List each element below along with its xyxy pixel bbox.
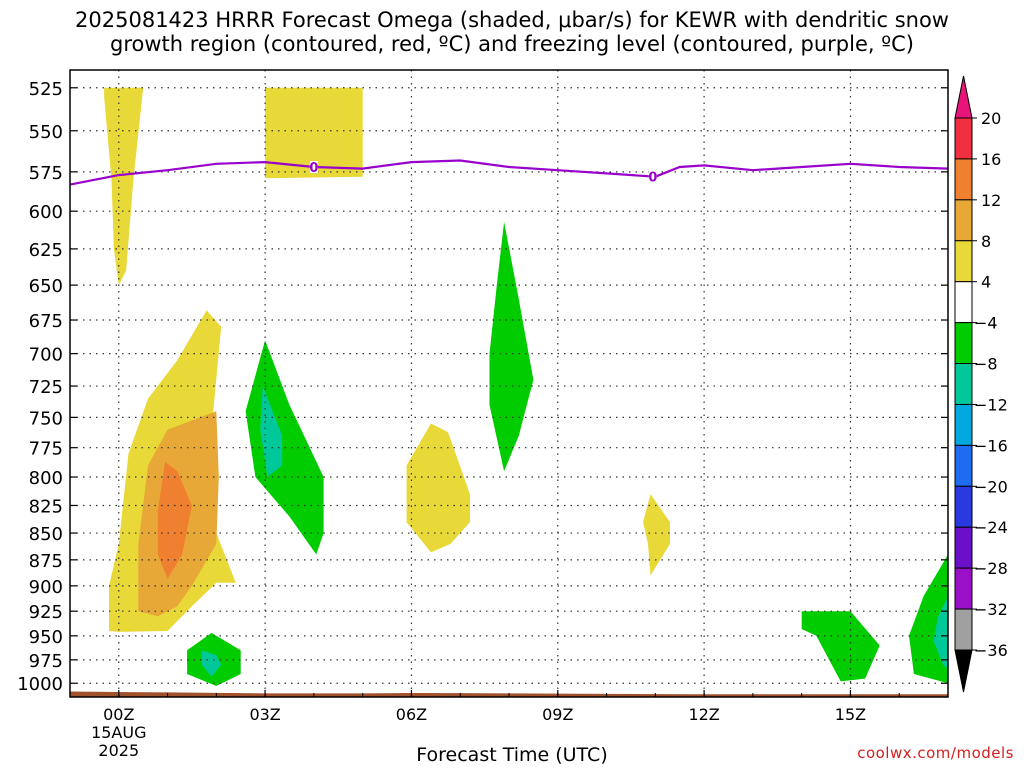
colorbar-swatch-2: [954, 199, 973, 242]
colorbar-label-4: 4: [981, 273, 991, 292]
y-tick-label-575: 575: [29, 163, 63, 184]
y-tick-label-1000: 1000: [17, 674, 63, 695]
colorbar-label-9: −20: [974, 477, 1008, 496]
colorbar-swatch-0: [954, 117, 973, 160]
colorbar-under-arrow: [954, 649, 973, 693]
colorbar-label-11: −28: [974, 559, 1008, 578]
y-tick-label-600: 600: [29, 202, 63, 223]
colorbar-swatch-12: [954, 608, 973, 651]
credit-link[interactable]: coolwx.com/models: [857, 744, 1014, 762]
x-axis-title: Forecast Time (UTC): [416, 744, 608, 766]
colorbar-swatch-11: [954, 567, 973, 610]
freezing-level-label-0: 0: [309, 161, 318, 176]
colorbar-label-8: −16: [974, 436, 1008, 455]
y-tick-label-750: 750: [29, 408, 63, 429]
colorbar-label-12: −32: [974, 600, 1008, 619]
colorbar-label-3: 8: [981, 232, 991, 251]
y-tick-label-925: 925: [29, 602, 63, 623]
x-tick-sublabel-1: 2025: [98, 741, 139, 760]
colorbar-label-6: −8: [974, 355, 998, 374]
colorbar-swatch-10: [954, 526, 973, 569]
colorbar-swatch-6: [954, 363, 973, 405]
y-tick-label-975: 975: [29, 651, 63, 672]
colorbar-label-5: −4: [974, 314, 998, 333]
colorbar-label-2: 12: [981, 191, 1001, 210]
colorbar-label-1: 16: [981, 150, 1001, 169]
y-tick-label-525: 525: [29, 79, 63, 100]
freezing-level-label-1: 0: [648, 171, 657, 186]
y-tick-label-875: 875: [29, 551, 63, 572]
y-tick-label-650: 650: [29, 276, 63, 297]
colorbar-swatch-8: [954, 444, 973, 487]
y-tick-label-850: 850: [29, 524, 63, 545]
omega-region-4: [157, 461, 192, 579]
x-tick-label-06Z: 06Z: [396, 705, 427, 724]
y-tick-label-725: 725: [29, 377, 63, 398]
colorbar-swatch-9: [954, 485, 973, 528]
colorbar-swatch-7: [954, 403, 973, 446]
y-tick-label-550: 550: [29, 122, 63, 143]
y-tick-label-825: 825: [29, 496, 63, 517]
omega-region-14: [933, 596, 948, 670]
y-tick-label-700: 700: [29, 345, 63, 366]
colorbar-label-13: −36: [974, 641, 1008, 660]
omega-region-5: [406, 423, 470, 553]
colorbar-swatch-5: [954, 322, 973, 365]
colorbar-label-0: 20: [981, 109, 1001, 128]
freezing-level-line: [70, 159, 948, 186]
y-tick-label-675: 675: [29, 311, 63, 332]
y-tick-label-775: 775: [29, 439, 63, 460]
colorbar-swatch-4: [954, 281, 973, 324]
x-tick-label-15Z: 15Z: [835, 705, 866, 724]
chart-title-line-1: 2025081423 HRRR Forecast Omega (shaded, …: [75, 8, 949, 32]
colorbar-label-10: −24: [974, 518, 1008, 537]
chart-title-line-2: growth region (contoured, red, ºC) and f…: [110, 32, 914, 56]
x-tick-label-09Z: 09Z: [542, 705, 573, 724]
colorbar-swatch-3: [954, 240, 973, 283]
plot-area: 00: [70, 70, 948, 697]
x-tick-label-03Z: 03Z: [249, 705, 280, 724]
omega-region-11: [201, 650, 222, 677]
colorbar-over-arrow: [954, 75, 973, 119]
colorbar-swatch-1: [954, 158, 973, 201]
omega-region-1: [265, 87, 363, 179]
y-tick-label-900: 900: [29, 577, 63, 598]
omega-region-12: [801, 611, 880, 682]
x-tick-sublabel-0: 15AUG: [91, 723, 146, 742]
omega-region-9: [489, 221, 534, 472]
colorbar-label-7: −12: [974, 395, 1008, 414]
y-tick-label-800: 800: [29, 468, 63, 489]
y-tick-label-625: 625: [29, 240, 63, 261]
y-tick-label-950: 950: [29, 627, 63, 648]
x-tick-label-00Z: 00Z: [103, 705, 134, 724]
omega-region-6: [643, 494, 670, 576]
x-tick-label-12Z: 12Z: [688, 705, 719, 724]
omega-region-0: [104, 87, 144, 286]
